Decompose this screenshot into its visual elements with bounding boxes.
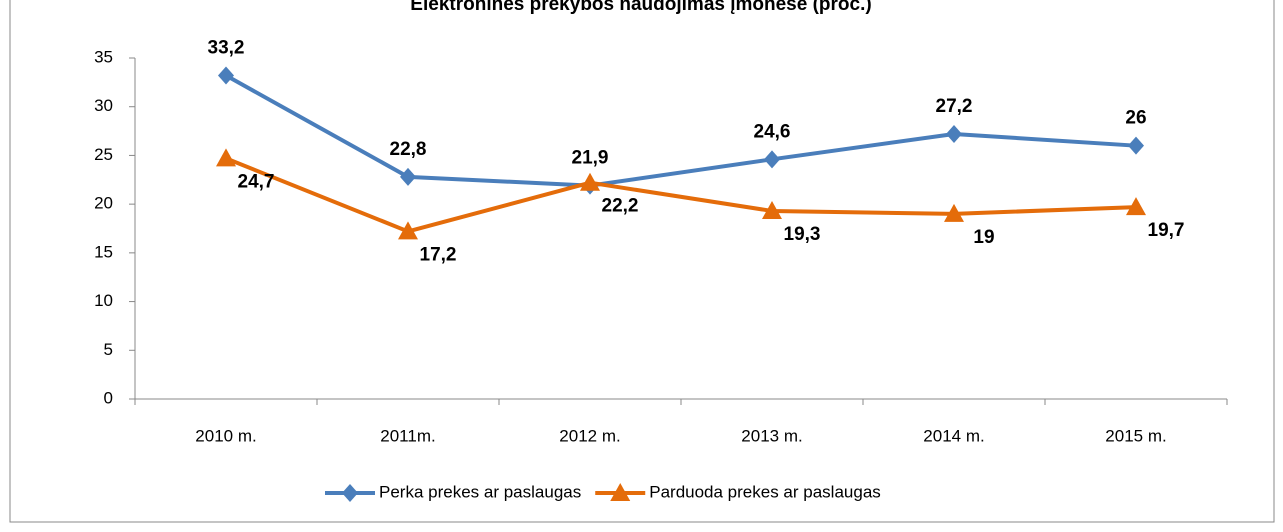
x-tick-label: 2011m. (380, 426, 435, 445)
data-label: 21,9 (572, 148, 609, 169)
y-tick-label: 20 (94, 194, 113, 213)
x-tick-label: 2010 m. (195, 426, 256, 445)
point-marker (398, 221, 418, 240)
y-tick-label: 5 (104, 340, 113, 359)
data-label: 22,2 (602, 196, 639, 217)
series-line (225, 73, 1137, 188)
point-marker (764, 150, 780, 169)
data-label: 19,7 (1148, 220, 1185, 241)
x-tick-label: 2013 m. (741, 426, 802, 445)
legend-label: Parduoda prekes ar paslaugas (649, 482, 881, 501)
y-tick-label: 30 (94, 96, 113, 115)
y-tick-label: 25 (94, 145, 113, 164)
y-tick-label: 15 (94, 242, 113, 261)
data-label: 24,6 (754, 121, 791, 142)
point-marker (216, 148, 236, 167)
data-label: 22,8 (390, 139, 427, 160)
point-marker (400, 167, 416, 186)
point-marker (1126, 197, 1146, 216)
point-marker (944, 203, 964, 222)
point-marker (218, 66, 234, 85)
y-tick-label: 35 (94, 47, 113, 66)
point-marker (946, 124, 962, 143)
point-marker (762, 200, 782, 219)
data-label: 19 (973, 227, 994, 248)
data-label: 24,7 (238, 171, 275, 192)
series-line (225, 156, 1137, 234)
data-label: 33,2 (208, 38, 245, 59)
data-label: 19,3 (784, 224, 821, 245)
legend-label: Perka prekes ar paslaugas (379, 482, 581, 501)
point-marker (580, 172, 600, 191)
legend-marker (342, 484, 358, 502)
x-tick-label: 2014 m. (923, 426, 984, 445)
data-label: 26 (1125, 108, 1146, 129)
x-tick-label: 2015 m. (1105, 426, 1166, 445)
y-tick-label: 0 (104, 388, 113, 407)
x-tick-label: 2012 m. (559, 426, 620, 445)
data-label: 17,2 (420, 244, 457, 265)
point-marker (1128, 136, 1144, 155)
chart-title: Elektroninės prekybos naudojimas įmonėse… (410, 0, 871, 15)
data-label: 27,2 (936, 96, 973, 117)
chart-frame (9, 0, 1275, 523)
legend-marker (610, 483, 631, 501)
y-tick-label: 10 (94, 291, 113, 310)
